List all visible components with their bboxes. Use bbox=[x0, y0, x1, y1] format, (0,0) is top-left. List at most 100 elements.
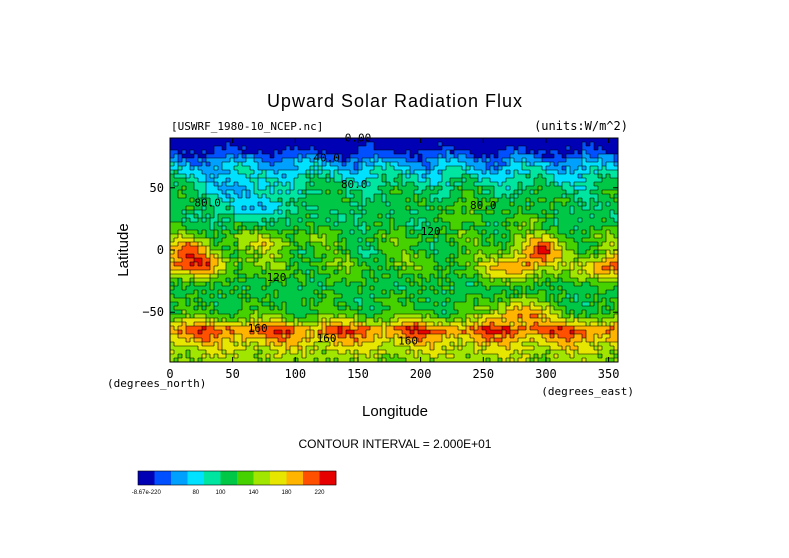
heatmap-cell bbox=[278, 214, 283, 219]
heatmap-cell bbox=[318, 278, 323, 283]
heatmap-cell bbox=[190, 294, 195, 299]
heatmap-cell bbox=[354, 222, 359, 227]
heatmap-cell bbox=[590, 190, 595, 195]
heatmap-cell bbox=[442, 306, 447, 311]
heatmap-cell bbox=[354, 158, 359, 163]
heatmap-cell bbox=[334, 278, 339, 283]
heatmap-cell bbox=[318, 246, 323, 251]
heatmap-cell bbox=[278, 206, 283, 211]
heatmap-cell bbox=[294, 230, 299, 235]
heatmap-cell bbox=[558, 282, 563, 287]
heatmap-cell bbox=[242, 162, 247, 167]
heatmap-cell bbox=[490, 302, 495, 307]
heatmap-cell bbox=[170, 234, 175, 239]
heatmap-cell bbox=[438, 246, 443, 251]
heatmap-cell bbox=[274, 274, 279, 279]
heatmap-cell bbox=[490, 286, 495, 291]
heatmap-cell bbox=[610, 262, 615, 267]
heatmap-cell bbox=[390, 266, 395, 271]
heatmap-cell bbox=[546, 250, 551, 255]
heatmap-cell bbox=[554, 246, 559, 251]
heatmap-cell bbox=[190, 166, 195, 171]
heatmap-cell bbox=[538, 166, 543, 171]
heatmap-cell bbox=[406, 266, 411, 271]
heatmap-cell bbox=[254, 298, 259, 303]
heatmap-cell bbox=[382, 198, 387, 203]
heatmap-cell bbox=[610, 190, 615, 195]
heatmap-cell bbox=[534, 262, 539, 267]
heatmap-cell bbox=[250, 314, 255, 319]
heatmap-cell bbox=[522, 222, 527, 227]
heatmap-cell bbox=[206, 274, 211, 279]
heatmap-cell bbox=[262, 146, 267, 151]
heatmap-cell bbox=[410, 218, 415, 223]
heatmap-cell bbox=[558, 266, 563, 271]
heatmap-cell bbox=[322, 254, 327, 259]
heatmap-cell bbox=[430, 226, 435, 231]
heatmap-cell bbox=[194, 146, 199, 151]
heatmap-cell bbox=[442, 182, 447, 187]
heatmap-cell bbox=[530, 262, 535, 267]
heatmap-cell bbox=[454, 278, 459, 283]
heatmap-cell bbox=[194, 170, 199, 175]
heatmap-cell bbox=[198, 242, 203, 247]
heatmap-cell bbox=[538, 162, 543, 167]
heatmap-cell bbox=[550, 154, 555, 159]
heatmap-cell bbox=[582, 270, 587, 275]
heatmap-cell bbox=[338, 198, 343, 203]
heatmap-cell bbox=[218, 162, 223, 167]
heatmap-cell bbox=[390, 302, 395, 307]
heatmap-cell bbox=[486, 174, 491, 179]
heatmap-cell bbox=[262, 166, 267, 171]
heatmap-cell bbox=[238, 150, 243, 155]
heatmap-cell bbox=[494, 222, 499, 227]
heatmap-cell bbox=[442, 234, 447, 239]
heatmap-cell bbox=[206, 162, 211, 167]
heatmap-cell bbox=[578, 138, 583, 143]
heatmap-cell bbox=[538, 230, 543, 235]
heatmap-cell bbox=[478, 226, 483, 231]
heatmap-cell bbox=[294, 242, 299, 247]
heatmap-cell bbox=[450, 246, 455, 251]
heatmap-cell bbox=[194, 214, 199, 219]
heatmap-cell bbox=[482, 254, 487, 259]
heatmap-cell bbox=[410, 262, 415, 267]
heatmap-cell bbox=[462, 206, 467, 211]
heatmap-cell bbox=[246, 170, 251, 175]
heatmap-cell bbox=[538, 210, 543, 215]
heatmap-cell bbox=[414, 234, 419, 239]
heatmap-cell bbox=[370, 262, 375, 267]
heatmap-cell bbox=[386, 258, 391, 263]
heatmap-cell bbox=[250, 274, 255, 279]
heatmap-cell bbox=[182, 210, 187, 215]
heatmap-cell bbox=[194, 302, 199, 307]
heatmap-cell bbox=[282, 154, 287, 159]
heatmap-cell bbox=[222, 310, 227, 315]
heatmap-cell bbox=[194, 222, 199, 227]
heatmap-cell bbox=[314, 314, 319, 319]
heatmap-cell bbox=[586, 302, 591, 307]
heatmap-cell bbox=[550, 138, 555, 143]
heatmap-cell bbox=[410, 298, 415, 303]
heatmap-cell bbox=[614, 306, 618, 311]
heatmap-cell bbox=[370, 310, 375, 315]
heatmap-cell bbox=[446, 230, 451, 235]
heatmap-cell bbox=[282, 214, 287, 219]
heatmap-cell bbox=[298, 246, 303, 251]
heatmap-cell bbox=[302, 186, 307, 191]
heatmap-cell bbox=[242, 226, 247, 231]
heatmap-cell bbox=[522, 286, 527, 291]
heatmap-cell bbox=[506, 206, 511, 211]
heatmap-cell bbox=[502, 146, 507, 151]
heatmap-cell bbox=[210, 146, 215, 151]
heatmap-cell bbox=[542, 190, 547, 195]
heatmap-cell bbox=[234, 198, 239, 203]
heatmap-cell bbox=[598, 242, 603, 247]
heatmap-cell bbox=[474, 138, 479, 143]
heatmap-cell bbox=[518, 306, 523, 311]
heatmap-cell bbox=[358, 262, 363, 267]
heatmap-cell bbox=[390, 238, 395, 243]
heatmap-cell bbox=[414, 202, 419, 207]
heatmap-cell bbox=[486, 294, 491, 299]
heatmap-cell bbox=[402, 146, 407, 151]
